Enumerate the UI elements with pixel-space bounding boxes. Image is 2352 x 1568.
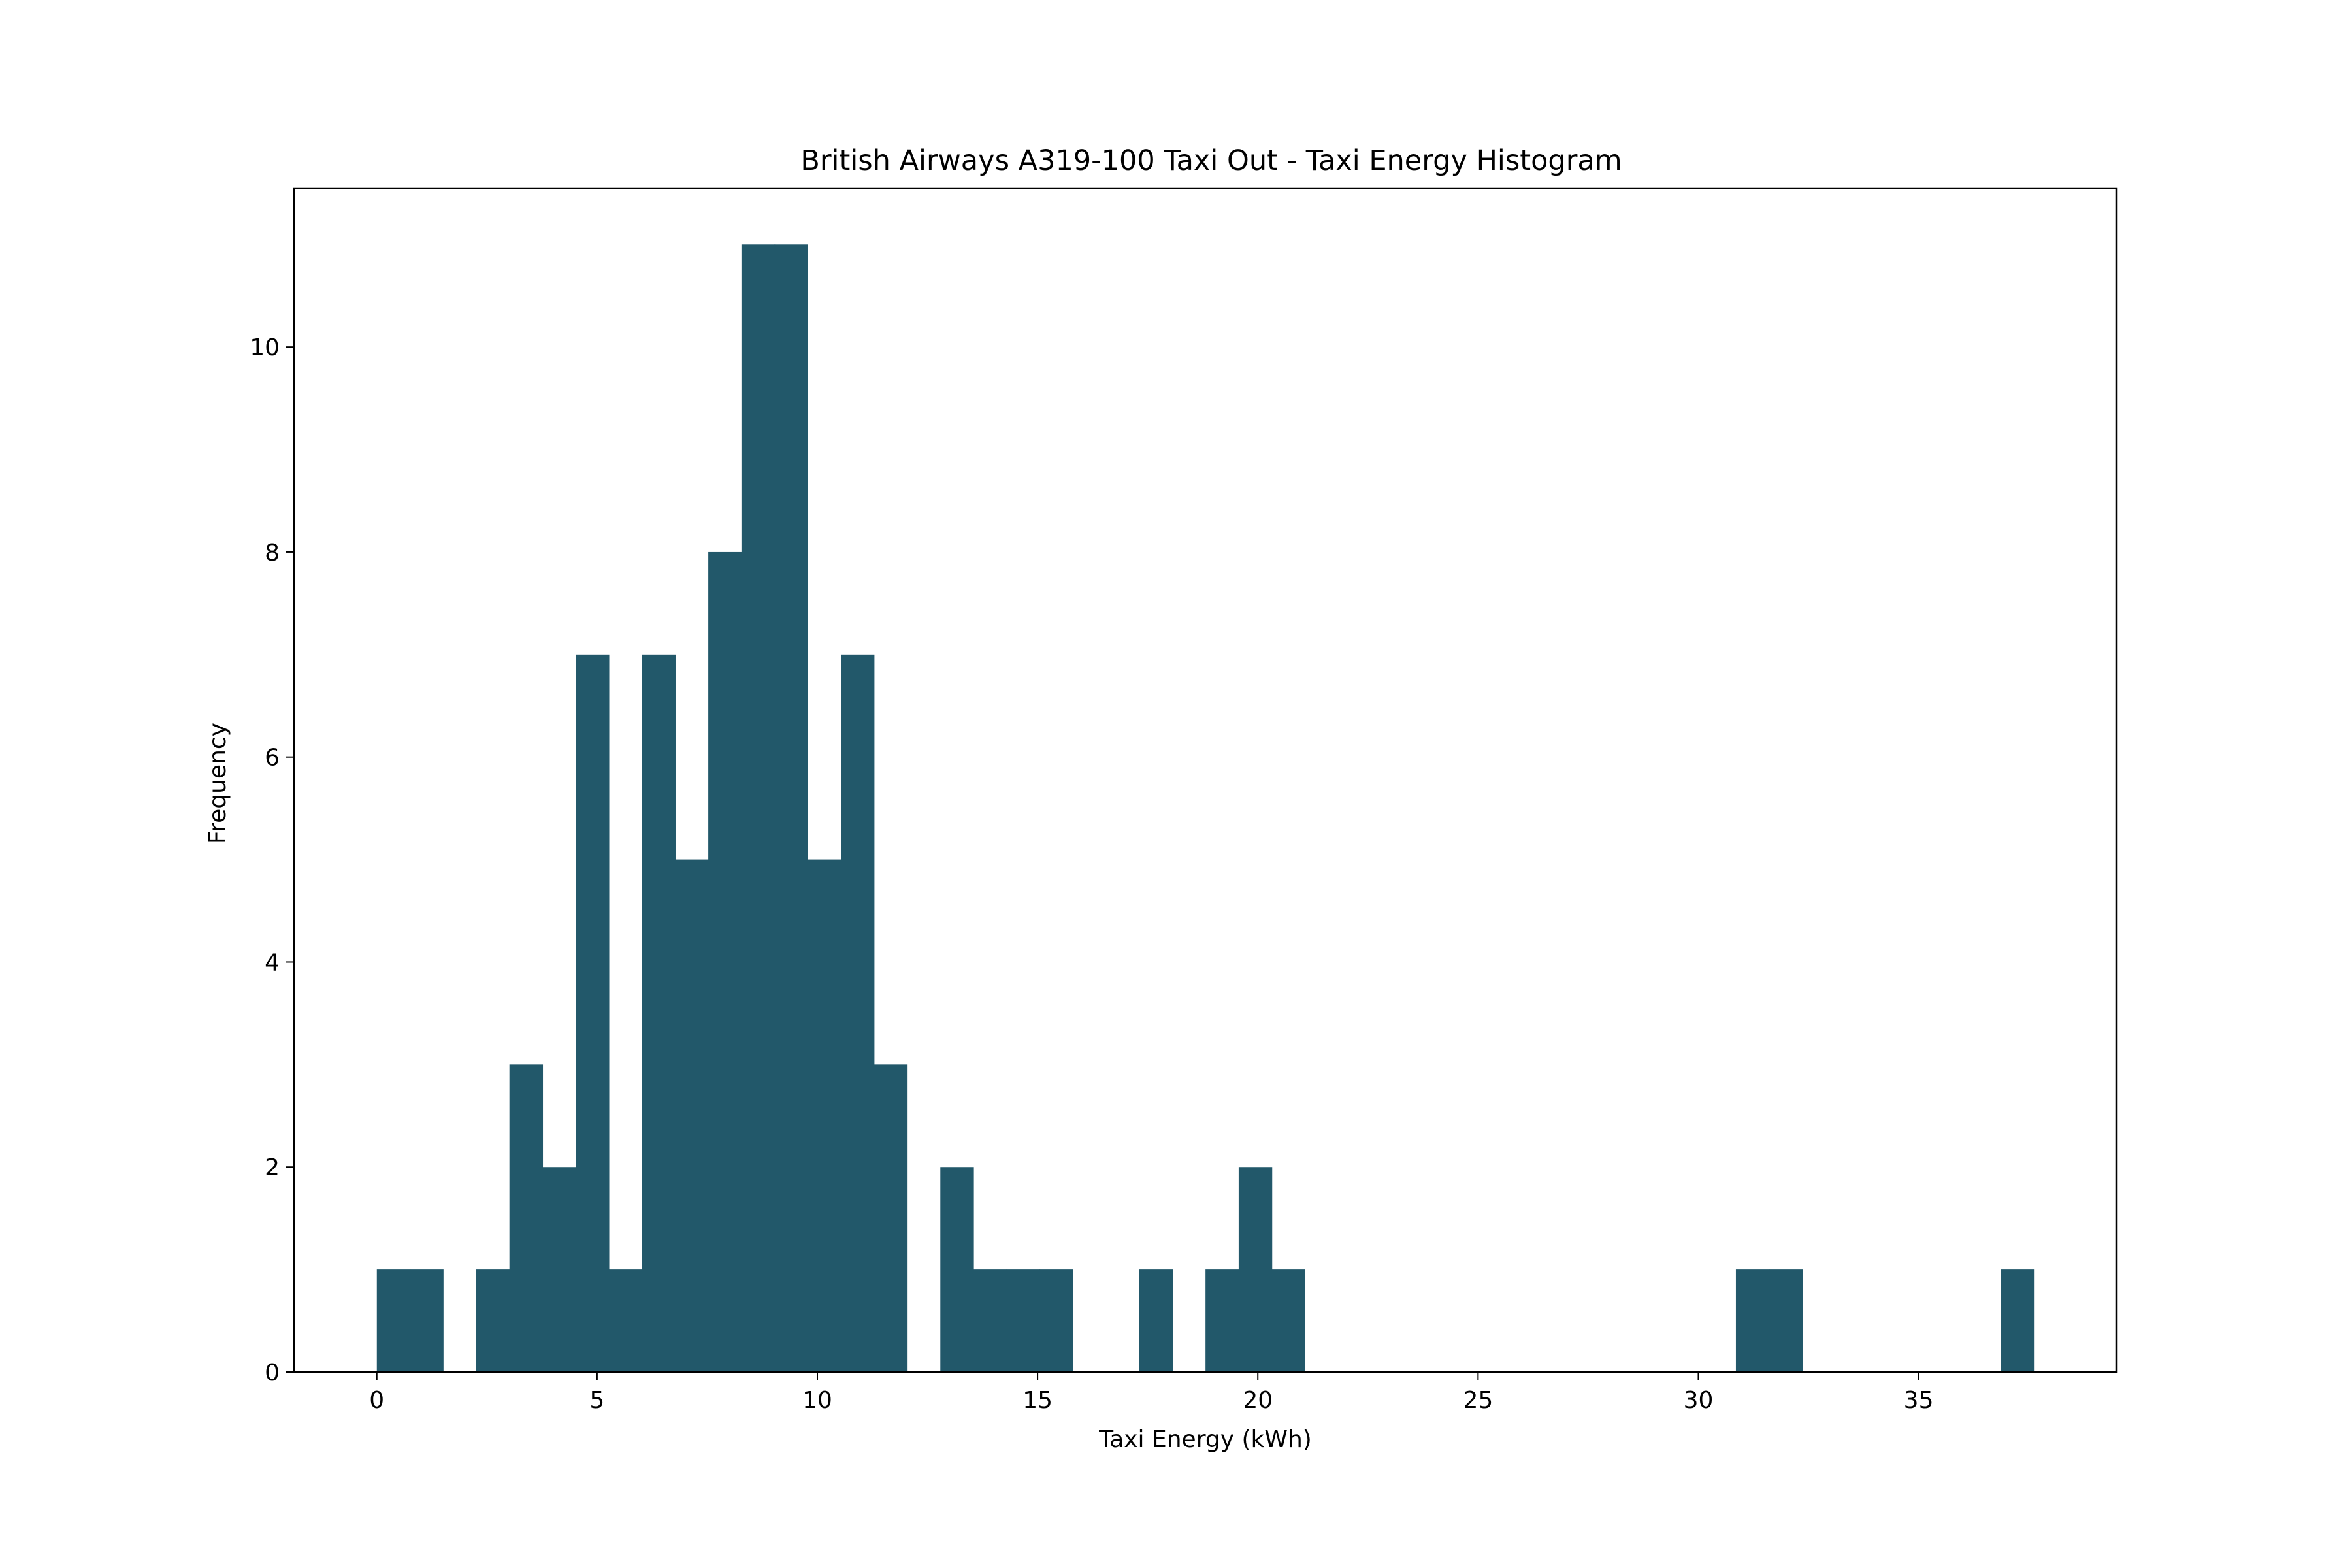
- histogram-bar: [608, 1269, 643, 1372]
- x-axis-ticks: 0 5 10 15 20 25 30 35: [369, 1372, 1933, 1414]
- y-axis-label: Frequency: [204, 723, 231, 844]
- histogram-bar: [1769, 1269, 1803, 1372]
- y-tick-label: 2: [265, 1154, 280, 1181]
- y-tick-label: 6: [265, 745, 280, 772]
- y-tick-label: 8: [265, 540, 280, 566]
- histogram-bar: [1006, 1269, 1041, 1372]
- histogram-bar: [576, 654, 610, 1372]
- y-tick-label: 4: [265, 949, 280, 976]
- x-tick-label: 30: [1684, 1387, 1714, 1414]
- histogram-bar: [1139, 1269, 1173, 1372]
- histogram-bar: [708, 551, 742, 1373]
- histogram-bar: [542, 1167, 576, 1372]
- x-tick-label: 5: [589, 1387, 604, 1414]
- x-tick-label: 20: [1243, 1387, 1273, 1414]
- chart-title: British Airways A319-100 Taxi Out - Taxi…: [800, 144, 1622, 177]
- x-tick-label: 15: [1022, 1387, 1053, 1414]
- histogram-bar: [741, 244, 776, 1372]
- bars-group: [376, 244, 2035, 1373]
- histogram-bar: [675, 859, 709, 1372]
- y-tick-label: 10: [250, 335, 280, 361]
- histogram-bar: [410, 1269, 444, 1372]
- y-axis-ticks: 0 2 4 6 8 10: [250, 335, 294, 1386]
- histogram-bar: [509, 1064, 544, 1372]
- histogram-bar: [841, 654, 875, 1372]
- plot-frame: [293, 187, 2118, 1373]
- x-axis-label: Taxi Energy (kWh): [1098, 1426, 1312, 1453]
- histogram-bar: [1205, 1269, 1239, 1372]
- histogram-bar: [642, 654, 676, 1372]
- histogram-bar: [1039, 1269, 1073, 1372]
- histogram-bar: [1735, 1269, 1770, 1372]
- histogram-bar: [1271, 1269, 1305, 1372]
- histogram-bar: [874, 1064, 908, 1372]
- x-tick-label: 35: [1904, 1387, 1934, 1414]
- histogram-bar: [973, 1269, 1007, 1372]
- y-tick-label: 0: [265, 1360, 280, 1386]
- histogram-bar: [774, 244, 808, 1372]
- histogram-bar: [808, 859, 841, 1372]
- x-tick-label: 10: [802, 1387, 832, 1414]
- histogram-bar: [1238, 1167, 1273, 1372]
- histogram-bar: [376, 1269, 411, 1372]
- histogram-bar: [476, 1269, 510, 1372]
- x-tick-label: 25: [1463, 1387, 1493, 1414]
- histogram-bar: [2001, 1269, 2035, 1372]
- x-tick-label: 0: [369, 1387, 384, 1414]
- histogram-bar: [940, 1167, 974, 1372]
